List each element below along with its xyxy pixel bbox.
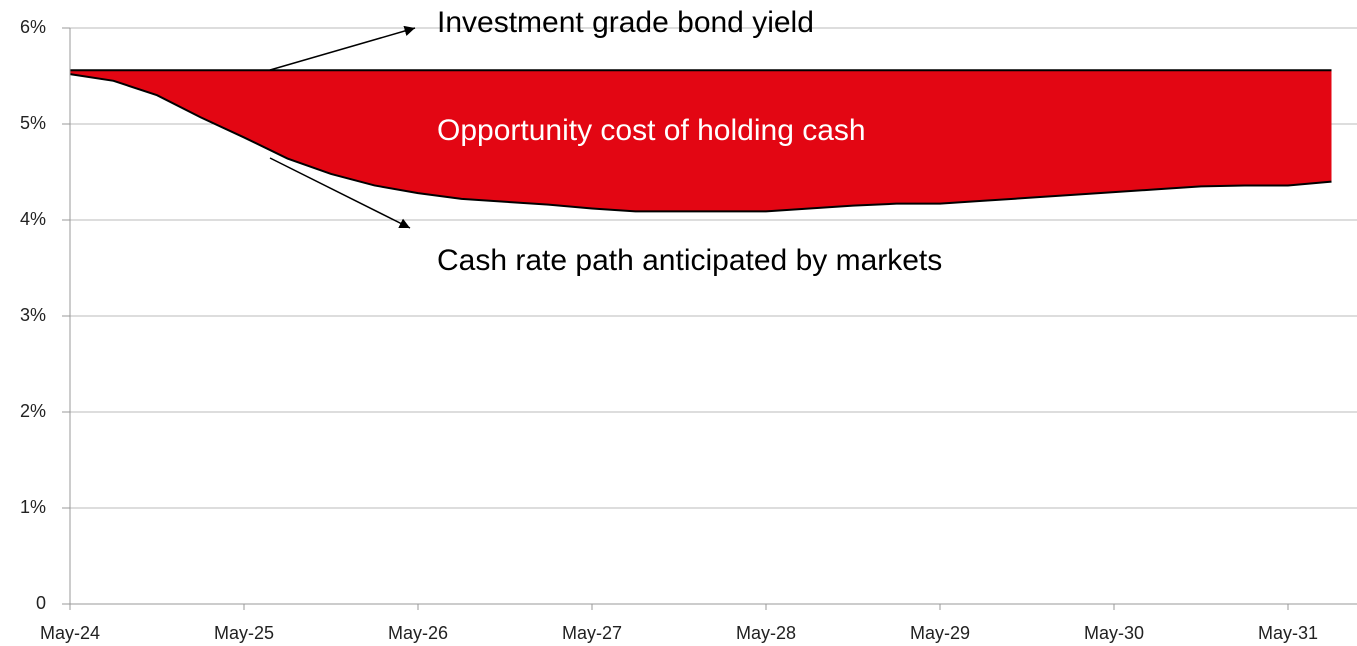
x-tick-label: May-25 <box>214 623 274 643</box>
y-tick-label: 0 <box>36 593 46 613</box>
x-tick-label: May-27 <box>562 623 622 643</box>
x-tick-label: May-31 <box>1258 623 1318 643</box>
x-tick-label: May-26 <box>388 623 448 643</box>
arrow <box>269 157 411 229</box>
x-tick-label: May-29 <box>910 623 970 643</box>
y-tick-label: 3% <box>20 305 46 325</box>
y-tick-label: 6% <box>20 17 46 37</box>
opportunity-area <box>70 70 1332 212</box>
y-tick-label: 5% <box>20 113 46 133</box>
x-tick-label: May-28 <box>736 623 796 643</box>
y-tick-label: 1% <box>20 497 46 517</box>
plot-area: 0 1% 2% 3% 4% 5% 6% May-24 May-25 May-26 May-27 May… <box>20 17 1357 643</box>
x-tick-label: May-24 <box>40 623 100 643</box>
annotation: Cash rate path anticipated by markets <box>437 244 942 277</box>
x-tick-label: May-30 <box>1084 623 1144 643</box>
series-line <box>69 73 1332 213</box>
y-tick-label: 2% <box>20 401 46 421</box>
annotation: Opportunity cost of holding cash <box>437 114 866 147</box>
arrow <box>269 25 416 71</box>
y-tick-label: 4% <box>20 209 46 229</box>
annotation: Investment grade bond yield <box>437 6 814 39</box>
